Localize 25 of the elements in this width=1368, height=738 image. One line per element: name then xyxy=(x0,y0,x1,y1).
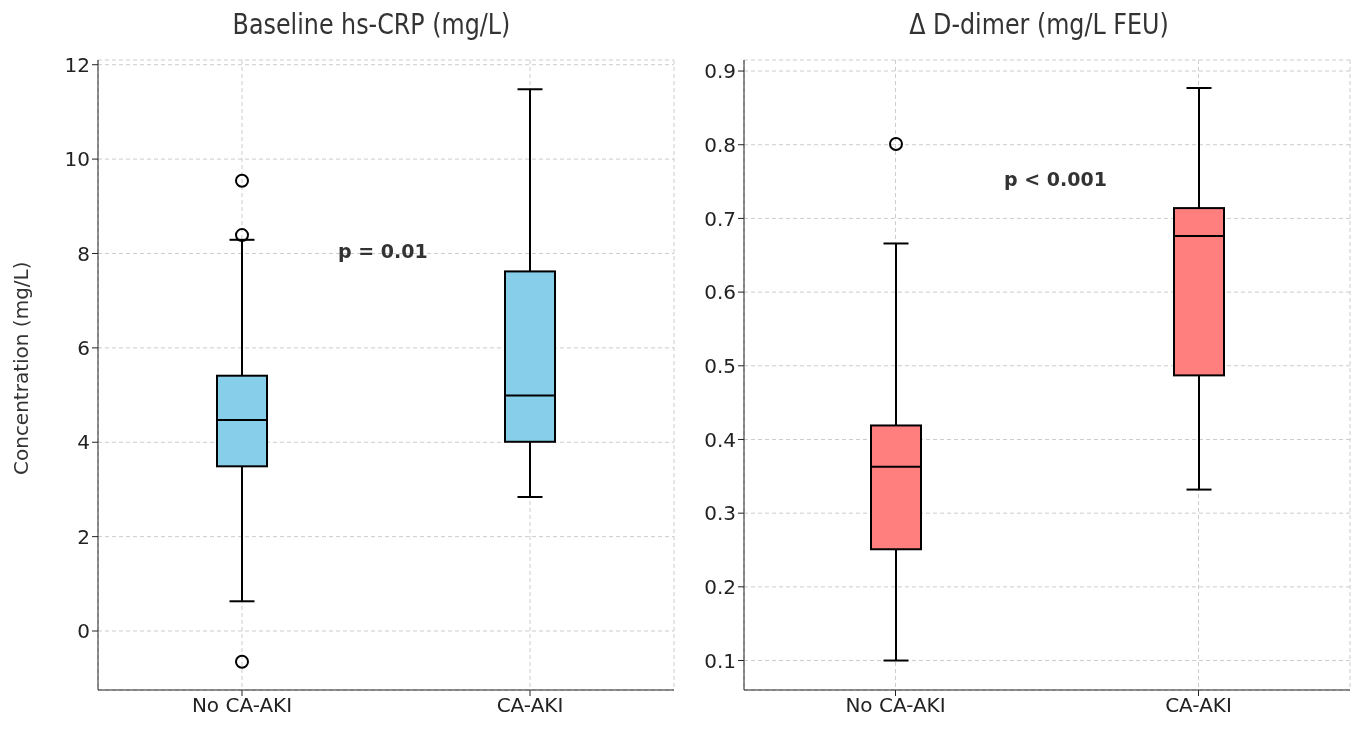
y-tick-label: 0.7 xyxy=(704,206,736,231)
y-tick-label: 0.6 xyxy=(704,280,736,305)
annotation: p = 0.01 xyxy=(338,240,428,262)
x-tick-label: CA-AKI xyxy=(496,693,564,718)
y-tick-label: 0.8 xyxy=(704,132,736,157)
y-tick-label: 0.1 xyxy=(704,648,736,673)
y-tick-label: 2 xyxy=(77,524,90,549)
y-tick-label: 4 xyxy=(77,430,90,455)
y-tick-label: 6 xyxy=(77,335,90,360)
y-tick-label: 10 xyxy=(64,147,90,172)
y-tick-label: 0.4 xyxy=(704,427,736,452)
y-tick-label: 0.9 xyxy=(704,59,736,84)
y-tick-label: 0 xyxy=(77,619,90,644)
chart-title: Baseline hs-CRP (mg/L) xyxy=(231,8,512,43)
y-tick-label: 0.3 xyxy=(704,501,736,526)
annotation: p < 0.001 xyxy=(1004,168,1107,190)
y-tick-label: 0.5 xyxy=(704,353,736,378)
y-tick-label: 0.2 xyxy=(704,574,736,599)
x-tick-label: No CA-AKI xyxy=(191,693,293,718)
y-axis-title: Concentration (mg/L) xyxy=(9,261,34,475)
x-tick-label: No CA-AKI xyxy=(845,693,946,718)
x-tick-label: CA-AKI xyxy=(1165,693,1232,718)
y-tick-label: 12 xyxy=(64,52,90,77)
y-tick-label: 8 xyxy=(77,241,90,266)
chart-title: Δ D-dimer (mg/L FEU) xyxy=(908,8,1170,43)
